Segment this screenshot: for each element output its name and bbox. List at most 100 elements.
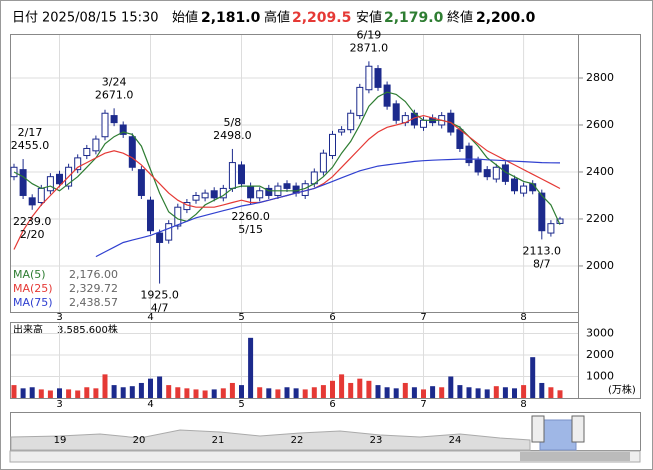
annotation-date: 8/7 <box>533 257 551 270</box>
annotation-date: 6/19 <box>357 28 382 41</box>
volume-bar <box>320 385 326 398</box>
candle-body <box>110 115 118 124</box>
volume-bar <box>193 389 199 398</box>
volume-bar <box>148 378 153 398</box>
header-label: 日付 <box>12 11 38 26</box>
legend-label: MA(75) <box>13 296 53 309</box>
volume-bar <box>284 387 290 398</box>
candle-body <box>483 169 491 178</box>
volume-bar <box>211 389 217 398</box>
volume-bar <box>102 374 108 398</box>
candle-body <box>192 194 200 201</box>
x-tick-label: 8 <box>520 399 526 410</box>
volume-bar <box>66 389 72 398</box>
candle-body <box>156 232 164 243</box>
candle-body <box>283 183 291 189</box>
annotation-date: 2/20 <box>20 228 45 241</box>
x-tick-label: 5 <box>238 312 244 323</box>
candle-body <box>56 173 63 185</box>
x-tick-label: 4 <box>147 312 153 323</box>
header-label: 終値 <box>447 10 473 26</box>
candle-body <box>392 103 400 121</box>
volume-bar <box>275 389 281 398</box>
volume-bar <box>47 390 53 398</box>
candle-body <box>383 84 391 107</box>
volume-bar <box>11 385 17 398</box>
candle-body <box>101 112 109 138</box>
candle-body <box>128 136 136 168</box>
candle-body <box>92 138 100 152</box>
volume-bar <box>521 385 527 398</box>
volume-bar <box>475 388 481 398</box>
header-date: 2025/08/15 15:30 <box>42 11 159 26</box>
volume-bar <box>466 387 472 398</box>
y-tick-label: 2000 <box>586 348 614 361</box>
candle-body <box>547 223 555 234</box>
volume-bar <box>20 388 26 398</box>
navigator-handle[interactable] <box>571 415 585 443</box>
navigator-handle[interactable] <box>531 415 545 443</box>
legend-value: 2,329.72 <box>69 282 118 295</box>
candle-body <box>319 152 327 173</box>
volume-bar <box>202 390 208 398</box>
volume-bar <box>138 382 144 398</box>
y-tick-label: 2000 <box>586 259 614 272</box>
x-tick-label: 7 <box>420 312 426 323</box>
volume-bar <box>430 386 436 398</box>
volume-bar <box>38 389 44 398</box>
y-tick-label: 2200 <box>586 212 614 225</box>
scroll-thumb[interactable] <box>520 452 630 461</box>
header-value: 2,200.0 <box>476 10 536 26</box>
x-tick-label: 6 <box>329 399 335 410</box>
volume-bar <box>239 385 244 398</box>
volume-bar <box>120 387 126 398</box>
volume-bar <box>539 382 545 398</box>
candle-body <box>474 159 482 173</box>
candle-body <box>247 185 255 199</box>
x-tick-label: 3 <box>56 312 62 323</box>
candle-body <box>365 65 373 91</box>
header-value: 2,181.0 <box>201 10 261 26</box>
legend-value: 2,438.57 <box>69 296 118 309</box>
volume-bar <box>384 387 390 398</box>
volume-bar <box>375 385 381 398</box>
candle-body <box>28 197 36 206</box>
volume-bar <box>248 337 254 398</box>
volume-title: 出来高 <box>13 323 43 336</box>
candle-body <box>147 199 154 232</box>
annotation-date: 4/7 <box>151 302 169 315</box>
volume-bar <box>330 380 335 398</box>
annotation-value: 2239.0 <box>13 215 52 228</box>
volume-bar <box>84 387 90 398</box>
header-value: 2,179.0 <box>384 10 444 26</box>
candle-body <box>228 162 236 189</box>
volume-bar <box>393 388 399 398</box>
navigator-area <box>10 429 531 451</box>
volume-bar <box>93 388 99 398</box>
y-tick-label: 2800 <box>586 71 614 84</box>
navigator-label: 22 <box>291 435 304 446</box>
header-label: 高値 <box>264 10 290 26</box>
volume-bar <box>75 390 81 398</box>
volume-bar <box>512 388 517 398</box>
candle-body <box>511 178 518 192</box>
x-tick-label: 3 <box>56 399 62 410</box>
scrollbar[interactable] <box>9 450 641 463</box>
candle-body <box>420 119 427 128</box>
volume-bar <box>502 387 508 398</box>
header-label: 安値 <box>356 10 382 26</box>
candle-body <box>165 223 173 241</box>
x-tick-label: 4 <box>147 399 153 410</box>
volume-current: 3,585,600株 <box>57 323 118 336</box>
candle-body <box>465 145 473 164</box>
annotation-value: 2871.0 <box>350 41 389 54</box>
volume-bar <box>348 382 354 398</box>
volume-bar <box>366 380 372 398</box>
x-tick-label: 5 <box>238 399 244 410</box>
navigator-window[interactable] <box>539 419 577 451</box>
annotation-date: 5/15 <box>238 223 263 236</box>
annotation-date: 2/17 <box>18 126 43 139</box>
x-tick-label: 8 <box>520 312 526 323</box>
header-label: 始値 <box>172 10 198 26</box>
